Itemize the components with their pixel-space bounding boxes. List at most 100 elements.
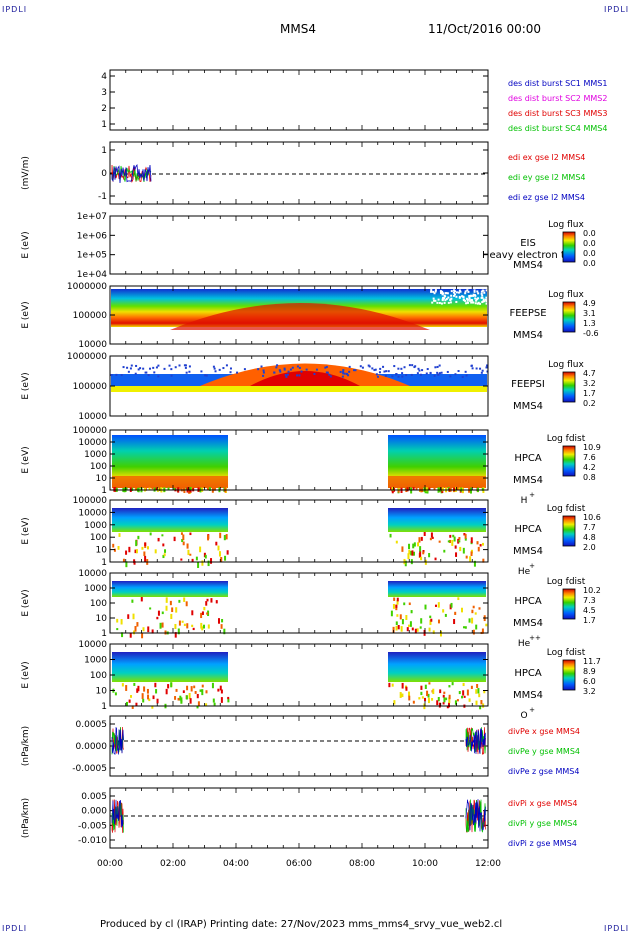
noise-dot xyxy=(432,290,435,293)
hpca-speckle xyxy=(471,609,474,614)
noise-dot xyxy=(397,367,400,370)
noise-dot xyxy=(339,370,342,373)
colorbar xyxy=(562,301,576,333)
colorbar-tick-label: 7.6 xyxy=(583,453,596,462)
noise-dot xyxy=(379,367,382,370)
spacecraft-label: MMS4 xyxy=(513,330,543,341)
y-tick-label: 1 xyxy=(101,120,107,130)
hpca-speckle xyxy=(461,487,464,494)
noise-dot xyxy=(444,299,447,302)
noise-dot xyxy=(298,374,301,377)
noise-dot xyxy=(486,370,489,373)
hpca-speckle xyxy=(388,682,391,688)
hpca-low-energy xyxy=(388,476,486,488)
hpca-speckle xyxy=(224,555,227,561)
hpca-speckle xyxy=(457,597,460,601)
hpca-speckle xyxy=(438,540,441,543)
noise-dot xyxy=(283,367,286,370)
noise-dot xyxy=(276,364,279,367)
hpca-speckle xyxy=(472,629,475,635)
panel-frame xyxy=(109,215,489,275)
hpca-speckle xyxy=(429,619,432,625)
y-axis-label: E (eV) xyxy=(21,231,31,258)
hpca-speckle xyxy=(424,684,427,689)
hpca-speckle xyxy=(442,609,445,613)
hpca-speckle xyxy=(212,698,215,703)
hpca-speckle xyxy=(116,618,119,623)
hpca-speckle xyxy=(169,600,172,606)
noise-dot xyxy=(454,373,457,376)
hpca-low-energy xyxy=(112,476,228,488)
hpca-speckle xyxy=(442,702,445,705)
hpca-speckle xyxy=(143,686,146,692)
hpca-speckle xyxy=(112,543,115,548)
hpca-speckle xyxy=(207,560,210,567)
corner-label-top-left: IPDLI xyxy=(2,5,28,14)
noise-dot xyxy=(477,292,480,295)
hpca-speckle xyxy=(428,627,431,632)
noise-dot xyxy=(348,370,351,373)
hpca-speckle xyxy=(427,697,430,704)
spacecraft-label: MMS4 xyxy=(513,618,543,629)
hpca-speckle xyxy=(411,550,414,556)
noise-dot xyxy=(462,299,465,302)
noise-dot xyxy=(443,297,446,300)
noise-dot xyxy=(184,364,187,367)
noise-dot xyxy=(479,302,482,305)
hpca-speckle xyxy=(420,618,423,624)
colorbar-tick-label: 4.8 xyxy=(583,533,596,542)
hpca-speckle xyxy=(453,536,456,542)
hpca-speckle xyxy=(174,623,177,629)
hpca-speckle xyxy=(132,613,135,620)
noise-dot xyxy=(485,366,488,369)
hpca-speckle xyxy=(466,689,469,696)
spacecraft-label: MMS4 xyxy=(513,260,543,271)
hpca-speckle xyxy=(458,537,461,540)
colorbar-title: Log fdist xyxy=(547,648,586,658)
hpca-speckle xyxy=(125,550,128,555)
hpca-speckle xyxy=(468,698,471,702)
hpca-speckle xyxy=(426,690,429,697)
hpca-speckle xyxy=(410,487,413,494)
noise-dot xyxy=(433,299,436,302)
hpca-speckle xyxy=(482,558,485,563)
hpca-speckle xyxy=(455,552,458,557)
spacecraft-label: MMS4 xyxy=(513,690,543,701)
hpca-speckle xyxy=(193,685,196,689)
hpca-speckle xyxy=(121,683,124,687)
colorbar-tick-label: 11.7 xyxy=(583,657,601,666)
hpca-speckle xyxy=(187,549,190,556)
y-tick-label: -0.010 xyxy=(78,836,107,846)
hpca-speckle xyxy=(412,487,415,490)
noise-dot xyxy=(476,302,479,305)
noise-dot xyxy=(387,370,390,373)
noise-dot xyxy=(147,374,150,377)
noise-dot xyxy=(472,301,475,304)
feepsi-band-lower xyxy=(111,386,487,392)
hpca-speckle xyxy=(454,700,457,705)
hpca-speckle xyxy=(125,685,128,691)
hpca-speckle xyxy=(480,700,483,705)
colorbar-tick-label: 4.7 xyxy=(583,369,596,378)
hpca-speckle xyxy=(191,558,194,562)
noise-dot xyxy=(455,291,458,294)
hpca-speckle xyxy=(405,615,408,620)
noise-dot xyxy=(115,373,118,376)
noise-dot xyxy=(144,371,147,374)
noise-dot xyxy=(346,373,349,376)
hpca-speckle xyxy=(161,611,164,615)
hpca-speckle xyxy=(454,545,457,549)
noise-dot xyxy=(260,365,263,368)
noise-dot xyxy=(471,367,474,370)
hpca-speckle xyxy=(173,487,176,490)
hpca-speckle xyxy=(481,628,484,634)
noise-dot xyxy=(382,365,385,368)
noise-dot xyxy=(434,290,437,293)
noise-dot xyxy=(449,299,452,302)
noise-dot xyxy=(487,290,490,293)
noise-dot xyxy=(410,373,413,376)
noise-dot xyxy=(459,290,462,293)
hpca-speckle xyxy=(125,561,128,568)
hpca-speckle xyxy=(165,605,168,611)
hpca-speckle xyxy=(407,553,410,560)
